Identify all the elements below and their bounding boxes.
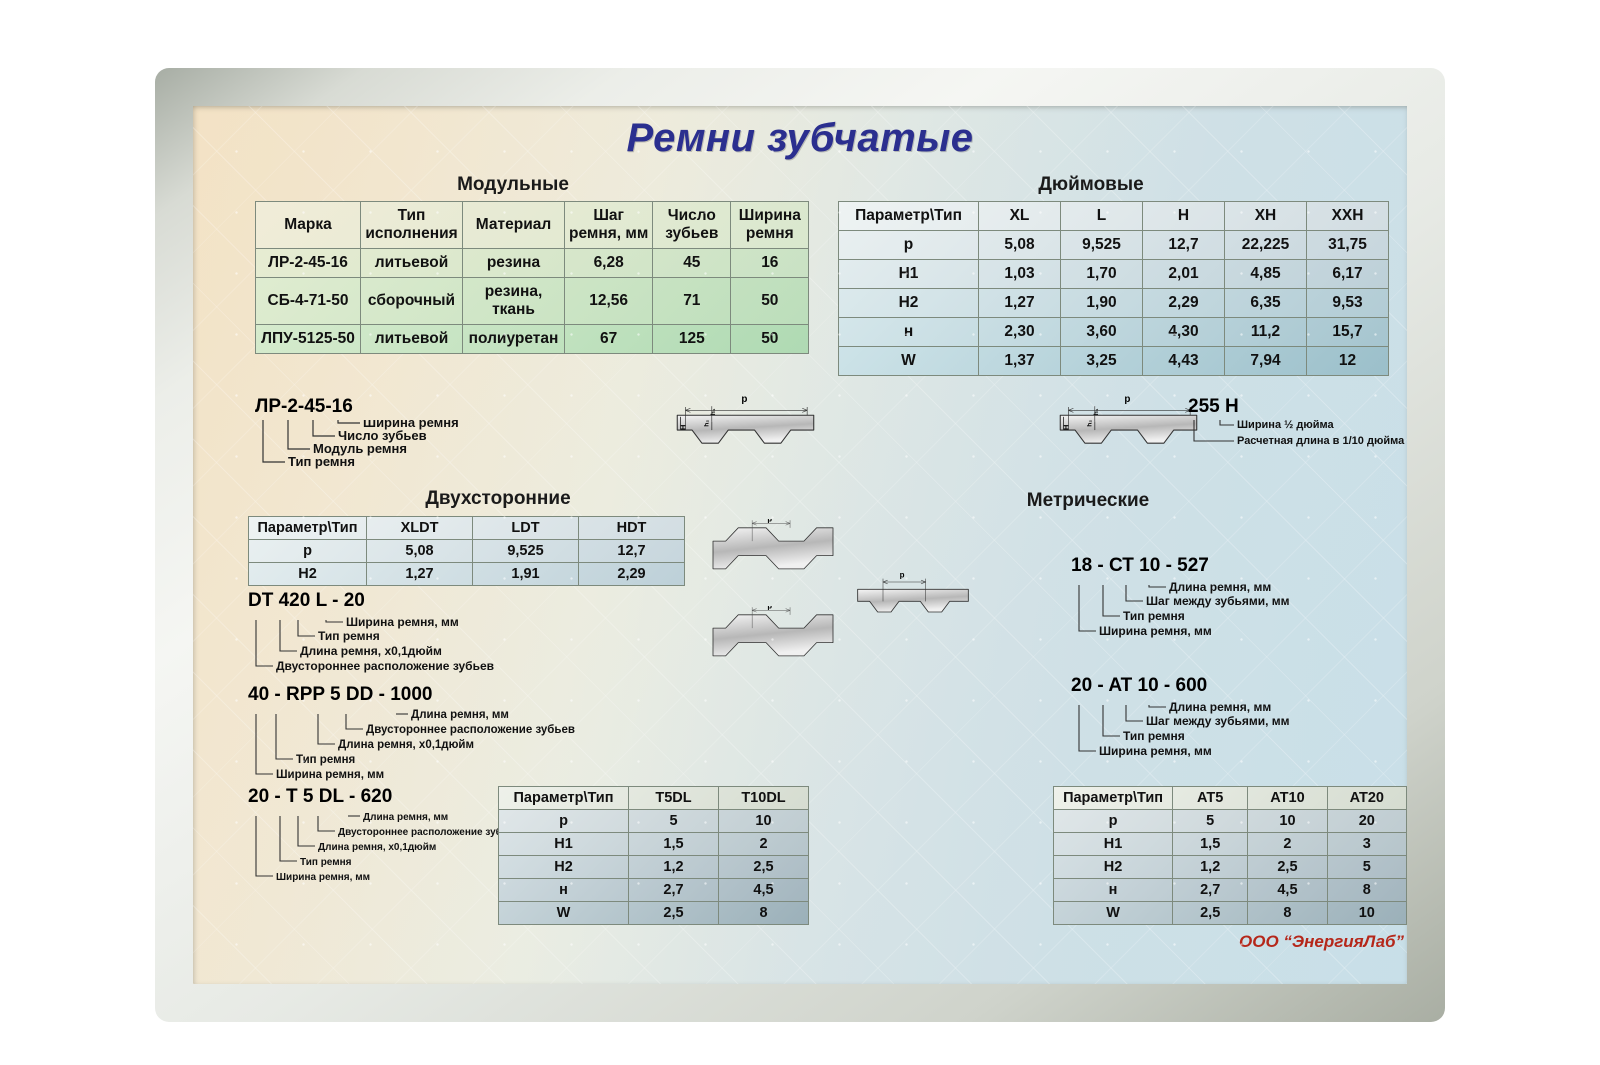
svg-text:Длина ремня, х0,1дюйм: Длина ремня, х0,1дюйм <box>300 644 442 658</box>
svg-text:Ширина ремня, мм: Ширина ремня, мм <box>1099 624 1212 638</box>
svg-text:Длина ремня, х0,1дюйм: Длина ремня, х0,1дюйм <box>318 842 436 853</box>
svg-text:Двустороннее расположение зубь: Двустороннее расположение зубьев <box>338 826 520 838</box>
svg-text:Число зубьев: Число зубьев <box>338 428 427 443</box>
svg-text:Длина ремня, мм: Длина ремня, мм <box>1169 580 1271 594</box>
svg-text:Тип ремня: Тип ремня <box>296 754 355 766</box>
svg-text:Модуль ремня: Модуль ремня <box>313 441 407 456</box>
svg-text:Длина ремня, мм: Длина ремня, мм <box>1169 700 1271 714</box>
svg-text:Двустороннее расположение зубь: Двустороннее расположение зубьев <box>276 659 494 673</box>
svg-text:Ширина ремня, мм: Ширина ремня, мм <box>346 615 459 629</box>
svg-text:Расчетная длина в 1/10 дюйма: Расчетная длина в 1/10 дюйма <box>1237 435 1405 447</box>
svg-text:Ширина ½ дюйма: Ширина ½ дюйма <box>1237 420 1334 431</box>
svg-text:Тип ремня: Тип ремня <box>288 454 355 469</box>
svg-text:Шаг между зубьями, мм: Шаг между зубьями, мм <box>1146 714 1290 728</box>
svg-text:Ширина ремня, мм: Ширина ремня, мм <box>276 769 384 781</box>
svg-text:Тип ремня: Тип ремня <box>1123 729 1185 743</box>
svg-text:Длина ремня, х0,1дюйм: Длина ремня, х0,1дюйм <box>338 739 474 751</box>
svg-text:Длина ремня, мм: Длина ремня, мм <box>411 709 509 721</box>
svg-text:Двустороннее расположение зубь: Двустороннее расположение зубьев <box>366 724 575 736</box>
svg-text:Шаг между зубьями, мм: Шаг между зубьями, мм <box>1146 594 1290 608</box>
svg-text:Тип ремня: Тип ремня <box>318 629 380 643</box>
svg-text:Тип ремня: Тип ремня <box>300 857 352 868</box>
svg-text:Ширина ремня, мм: Ширина ремня, мм <box>276 872 370 883</box>
svg-text:Ширина ремня, мм: Ширина ремня, мм <box>1099 744 1212 758</box>
svg-text:Ширина ремня: Ширина ремня <box>363 420 459 430</box>
svg-text:Тип ремня: Тип ремня <box>1123 609 1185 623</box>
svg-text:Длина ремня, мм: Длина ремня, мм <box>363 812 448 823</box>
